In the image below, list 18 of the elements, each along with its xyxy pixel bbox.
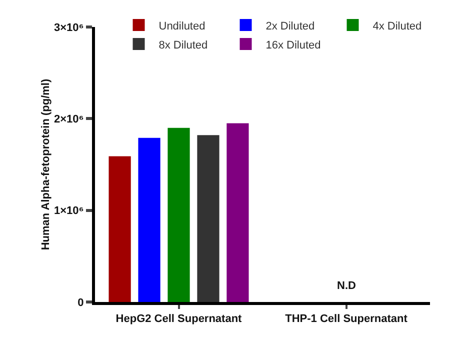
bar [197,135,220,302]
legend-label: 4x Diluted [372,20,422,32]
y-tick-label: 1×10⁶ [54,205,84,218]
y-tick-label: 3×10⁶ [54,22,84,34]
x-tick-label: THP-1 Cell Supernatant [285,313,408,326]
y-tick-label: 2×10⁶ [54,114,84,126]
annotation: N.D [337,280,356,292]
bar [226,123,249,302]
bar [138,138,160,302]
bar [168,128,190,302]
legend-label: Undiluted [158,20,206,32]
y-tick-label: 0 [78,296,84,309]
bar [108,156,131,302]
legend-label: 2x Diluted [266,20,315,32]
y-axis-title: Human Alpha-fetoprotein (pg/ml) [40,78,52,250]
x-tick-label: HepG2 Cell Supernatant [116,313,242,326]
legend-label: 16x Diluted [266,39,321,52]
legend-label: 8x Diluted [158,39,208,52]
